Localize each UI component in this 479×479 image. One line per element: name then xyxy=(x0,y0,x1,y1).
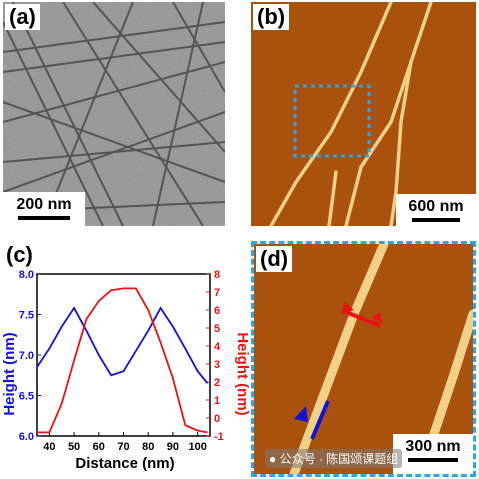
panel-c-chart: 40 50 60 70 80 90 100 6.0 6.5 7.0 7.5 8.0 -1 0 1 2 3 4 5 6 7… xyxy=(0,240,250,479)
y-right-axis-title: Height (nm) xyxy=(234,332,250,415)
x-tick-label: 90 xyxy=(167,441,179,453)
x-tick-label: 50 xyxy=(68,441,80,453)
panel-a-scale-box: 200 nm xyxy=(3,192,85,226)
panel-a-scale-bar xyxy=(18,216,70,220)
y-right-tick-label: 8 xyxy=(214,269,220,281)
x-tick-label: 40 xyxy=(43,441,55,453)
plot-frame xyxy=(36,273,211,437)
x-tick-label: 100 xyxy=(188,441,206,453)
panel-a-tem-image: (a) 200 nm xyxy=(3,2,225,226)
x-axis-title: Distance (nm) xyxy=(75,455,174,472)
panel-d-scale-box: 300 nm xyxy=(393,434,473,474)
y-right-tick-label: 2 xyxy=(214,377,220,389)
y-right-tick-label: 6 xyxy=(214,305,220,317)
panel-d-zoom-afm: (d) 300 nm xyxy=(251,241,476,477)
y-left-axis-title: Height (nm) xyxy=(1,332,18,415)
red-arrow-left xyxy=(342,302,354,314)
x-tick-label: 60 xyxy=(93,441,105,453)
y-left-tick-label: 7.0 xyxy=(19,350,34,362)
red-arrow-right xyxy=(372,312,382,324)
x-tick-label: 70 xyxy=(117,441,129,453)
blue-height-line xyxy=(36,306,209,384)
chat-bubble-icon: ● xyxy=(269,452,277,466)
y-left-tick-label: 8.0 xyxy=(19,269,34,281)
afm-topography xyxy=(251,2,476,226)
panel-d-label: (d) xyxy=(256,246,293,272)
panel-d-scale-text: 300 nm xyxy=(405,438,461,455)
blue-arrow xyxy=(294,406,308,422)
y-left-tick-label: 6.5 xyxy=(19,391,34,403)
panel-b-scale-bar xyxy=(412,218,460,222)
panel-a-label: (a) xyxy=(5,4,40,30)
panel-b-scale-box: 600 nm xyxy=(396,194,476,226)
height-profile-chart: 40 50 60 70 80 90 100 6.0 6.5 7.0 7.5 8.0 -1 0 1 2 3 4 5 6 7… xyxy=(1,269,250,472)
watermark-text: 公众号 · 陈国颂课题组 xyxy=(279,452,399,466)
panel-b-scale-text: 600 nm xyxy=(408,198,464,215)
y-left-tick-label: 7.5 xyxy=(19,310,34,322)
y-right-tick-label: -1 xyxy=(214,431,224,443)
red-profile-line xyxy=(345,310,381,328)
watermark: ● 公众号 · 陈国颂课题组 xyxy=(265,449,403,468)
y-right-tick-label: 0 xyxy=(214,413,220,425)
y-right-tick-label: 1 xyxy=(214,395,220,407)
panel-d-scale-bar xyxy=(408,458,458,462)
panel-c-label: (c) xyxy=(6,242,33,267)
x-tick-label: 80 xyxy=(142,441,154,453)
y-left-tick-label: 6.0 xyxy=(19,431,34,443)
y-right-tick-label: 4 xyxy=(214,341,221,353)
panel-b-afm-image: (b) 600 nm xyxy=(251,2,476,226)
y-right-tick-label: 7 xyxy=(214,287,220,299)
panel-b-label: (b) xyxy=(253,4,290,30)
y-right-tick-label: 3 xyxy=(214,359,220,371)
blue-profile-line xyxy=(310,400,330,440)
panel-a-scale-text: 200 nm xyxy=(16,196,72,213)
y-right-tick-label: 5 xyxy=(214,323,220,335)
tem-micrograph xyxy=(3,2,225,226)
red-height-line xyxy=(37,287,208,434)
